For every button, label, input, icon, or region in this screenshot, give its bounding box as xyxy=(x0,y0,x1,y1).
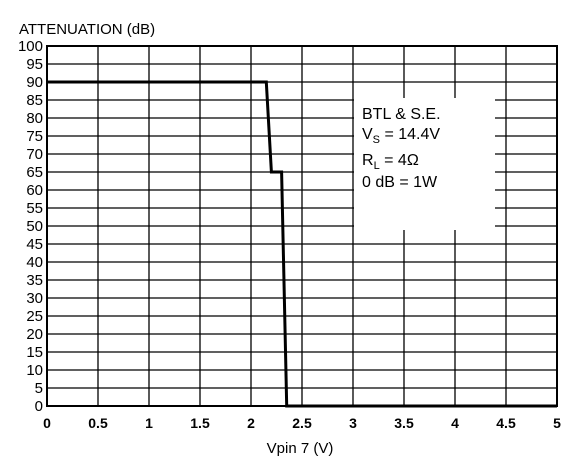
x-tick-label: 0.5 xyxy=(88,415,108,431)
y-tick-label: 10 xyxy=(26,362,43,379)
annotation-box xyxy=(354,98,495,230)
y-tick-label: 80 xyxy=(26,110,43,127)
y-tick-label: 0 xyxy=(35,398,43,415)
y-tick-label: 55 xyxy=(26,200,43,217)
x-tick-label: 2.5 xyxy=(292,415,312,431)
y-tick-label: 25 xyxy=(26,308,43,325)
attenuation-curve xyxy=(47,80,557,408)
y-tick-label: 65 xyxy=(26,164,43,181)
y-tick-label: 40 xyxy=(26,254,43,271)
y-axis-title: ATTENUATION (dB) xyxy=(19,21,155,38)
annotation-line-load: RL = 4Ω xyxy=(362,152,419,172)
y-tick-label: 45 xyxy=(26,236,43,253)
annotation-supply-subscript: S xyxy=(373,134,380,146)
annotation-load-symbol: R xyxy=(362,152,374,169)
x-tick-label: 5 xyxy=(553,415,561,431)
tick-labels: 0510152025303540455055606570758085909510… xyxy=(18,38,561,431)
x-tick-label: 0 xyxy=(43,415,51,431)
x-tick-label: 3 xyxy=(349,415,357,431)
y-tick-label: 70 xyxy=(26,146,43,163)
y-tick-label: 35 xyxy=(26,272,43,289)
y-tick-label: 75 xyxy=(26,128,43,145)
y-tick-label: 90 xyxy=(26,74,43,91)
y-tick-label: 15 xyxy=(26,344,43,361)
y-tick-label: 50 xyxy=(26,218,43,235)
x-tick-label: 2 xyxy=(247,415,255,431)
y-tick-label: 60 xyxy=(26,182,43,199)
annotation-supply-value: = 14.4V xyxy=(380,126,440,143)
x-tick-label: 4.5 xyxy=(496,415,516,431)
x-tick-label: 4 xyxy=(451,415,459,431)
x-axis-title: Vpin 7 (V) xyxy=(267,440,334,457)
y-tick-label: 100 xyxy=(18,38,43,55)
annotation-line-supply: VS = 14.4V xyxy=(362,126,440,146)
x-tick-label: 1.5 xyxy=(190,415,210,431)
y-tick-label: 95 xyxy=(26,56,43,73)
y-tick-label: 30 xyxy=(26,290,43,307)
annotation-load-subscript: L xyxy=(374,160,380,172)
annotation-line-config: BTL & S.E. xyxy=(362,106,441,123)
x-tick-label: 1 xyxy=(145,415,153,431)
y-tick-label: 85 xyxy=(26,92,43,109)
x-tick-label: 3.5 xyxy=(394,415,414,431)
y-tick-label: 20 xyxy=(26,326,43,343)
y-tick-label: 5 xyxy=(35,380,43,397)
annotation-load-value: = 4Ω xyxy=(380,152,419,169)
annotation-line-reference: 0 dB = 1W xyxy=(362,174,438,191)
annotation-supply-symbol: V xyxy=(362,126,373,143)
